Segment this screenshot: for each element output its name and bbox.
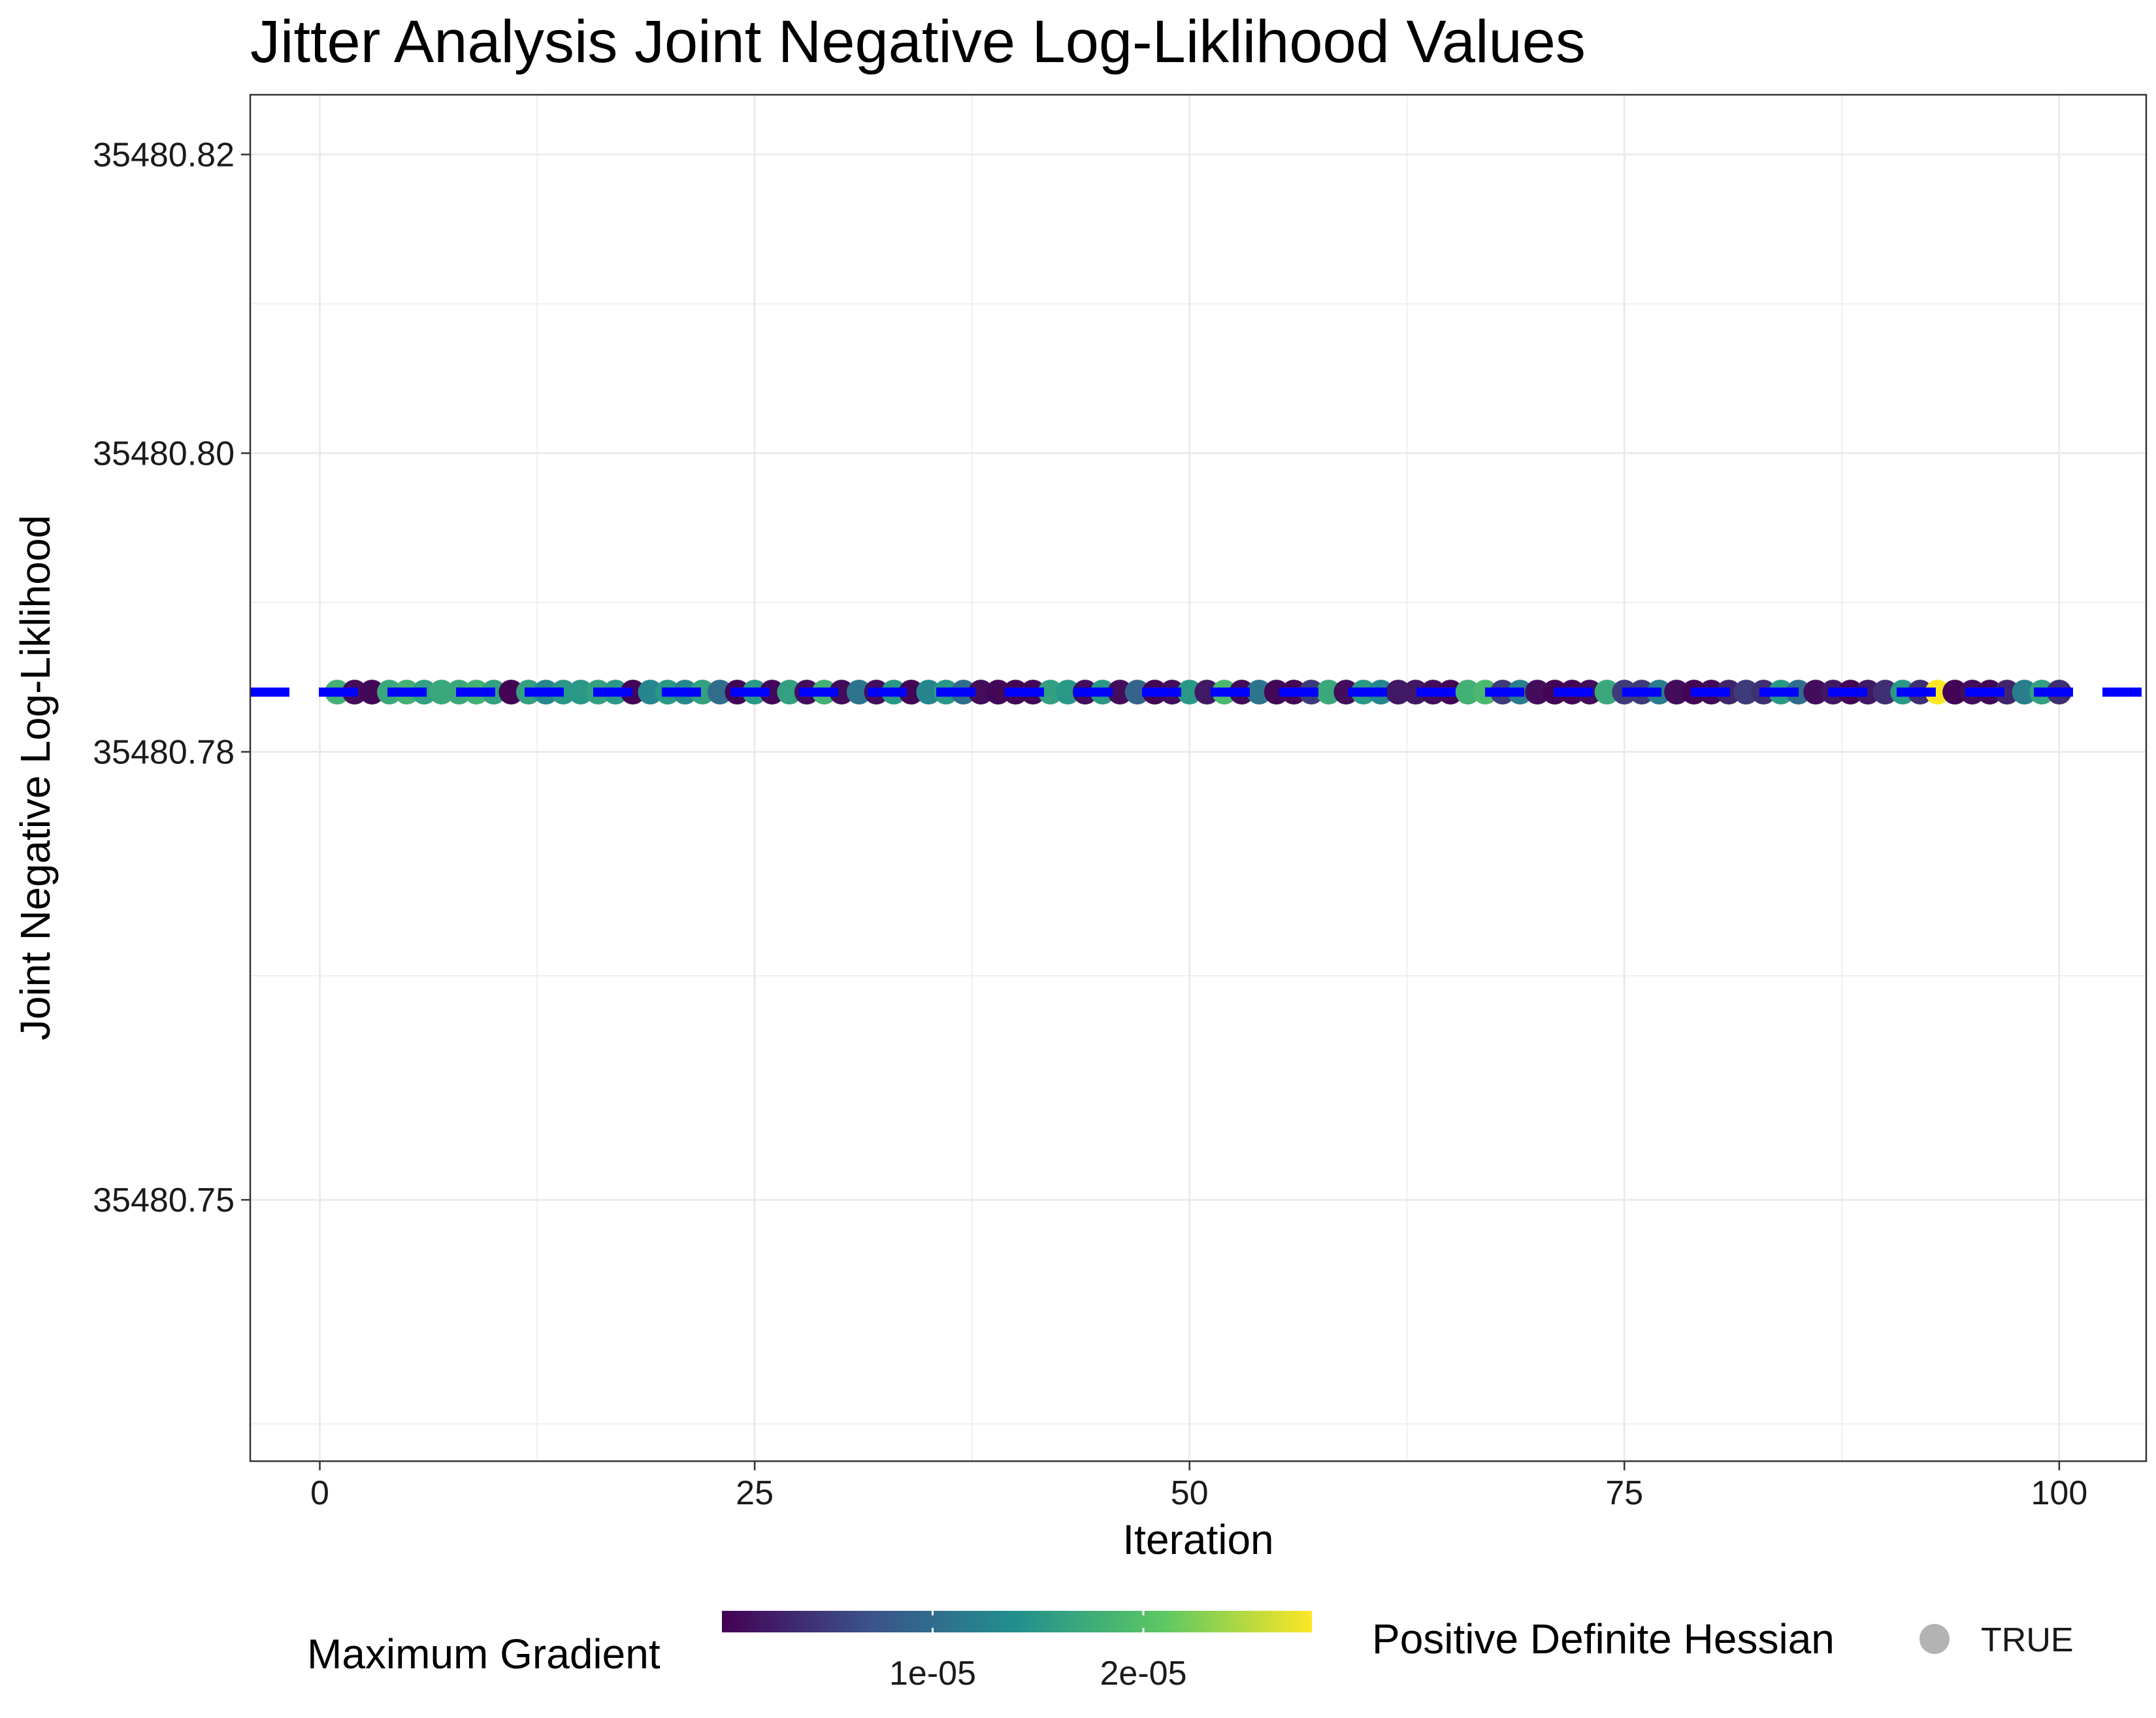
data-point <box>1455 680 1480 705</box>
data-point <box>1177 680 1202 705</box>
data-point <box>1124 680 1150 705</box>
data-point <box>1055 680 1081 705</box>
data-point <box>1995 680 2020 705</box>
data-point <box>568 680 593 705</box>
data-point <box>1855 680 1881 705</box>
y-tick-label: 35480.78 <box>93 734 235 772</box>
data-point <box>916 680 941 705</box>
color-legend-tick-label: 2e-05 <box>1100 1655 1187 1693</box>
x-tick-label: 0 <box>310 1474 329 1512</box>
data-point <box>985 680 1011 705</box>
data-point <box>1264 680 1289 705</box>
data-point <box>1594 680 1620 705</box>
data-point <box>968 680 994 705</box>
data-point <box>1525 680 1550 705</box>
data-point <box>1316 680 1341 705</box>
shape-legend-label: TRUE <box>1981 1621 2074 1659</box>
x-tick-label: 100 <box>2031 1474 2087 1512</box>
data-point <box>429 680 454 705</box>
y-axis-title: Joint Negative Log-Liklihood <box>12 515 59 1040</box>
y-tick-label: 35480.80 <box>93 435 235 472</box>
data-point <box>1194 680 1220 705</box>
color-legend-tick-label: 1e-05 <box>889 1655 976 1693</box>
data-point <box>638 680 663 705</box>
data-point <box>1942 680 1968 705</box>
data-points <box>325 680 2072 705</box>
color-legend-ticks: 1e-05 2e-05 <box>889 1611 1187 1693</box>
data-point <box>1247 680 1272 705</box>
x-tick-label: 50 <box>1171 1474 1209 1512</box>
data-point <box>1803 680 1829 705</box>
data-point <box>359 680 385 705</box>
data-point <box>1925 680 1950 705</box>
data-point <box>1403 680 1428 705</box>
data-point <box>1664 680 1690 705</box>
color-legend: Maximum Gradient 1e-05 2e-05 <box>307 1611 1312 1693</box>
shape-legend: Positive Definite Hessian TRUE <box>1372 1615 2074 1662</box>
data-point <box>1107 680 1133 705</box>
data-point <box>1733 680 1759 705</box>
data-point <box>1037 680 1063 705</box>
data-point <box>690 680 715 705</box>
data-point <box>2012 680 2037 705</box>
plot-panel-border <box>249 93 2148 1462</box>
y-tick-label: 35480.82 <box>93 136 235 174</box>
data-point <box>1386 680 1411 705</box>
shape-legend-key <box>1919 1624 1950 1654</box>
x-tick-label: 75 <box>1605 1474 1643 1512</box>
data-point <box>707 680 732 705</box>
data-point <box>898 680 924 705</box>
y-tick-label: 35480.75 <box>93 1181 235 1219</box>
color-legend-bar <box>722 1611 1312 1632</box>
data-point <box>620 680 645 705</box>
data-point <box>829 680 855 705</box>
data-point <box>759 680 785 705</box>
x-axis-title: Iteration <box>1122 1516 1273 1563</box>
data-point <box>498 680 524 705</box>
x-axis: 0 25 50 75 100 <box>310 1461 2087 1512</box>
chart-title: Jitter Analysis Joint Negative Log-Likli… <box>250 8 1586 75</box>
y-axis: 35480.75 35480.78 35480.80 35480.82 <box>93 136 250 1219</box>
grid <box>250 95 2146 1461</box>
color-legend-title: Maximum Gradient <box>307 1630 661 1677</box>
x-tick-label: 25 <box>736 1474 774 1512</box>
data-point <box>1872 680 1898 705</box>
data-point <box>846 680 872 705</box>
data-point <box>1333 680 1359 705</box>
data-point <box>777 680 802 705</box>
shape-legend-title: Positive Definite Hessian <box>1372 1615 1835 1662</box>
